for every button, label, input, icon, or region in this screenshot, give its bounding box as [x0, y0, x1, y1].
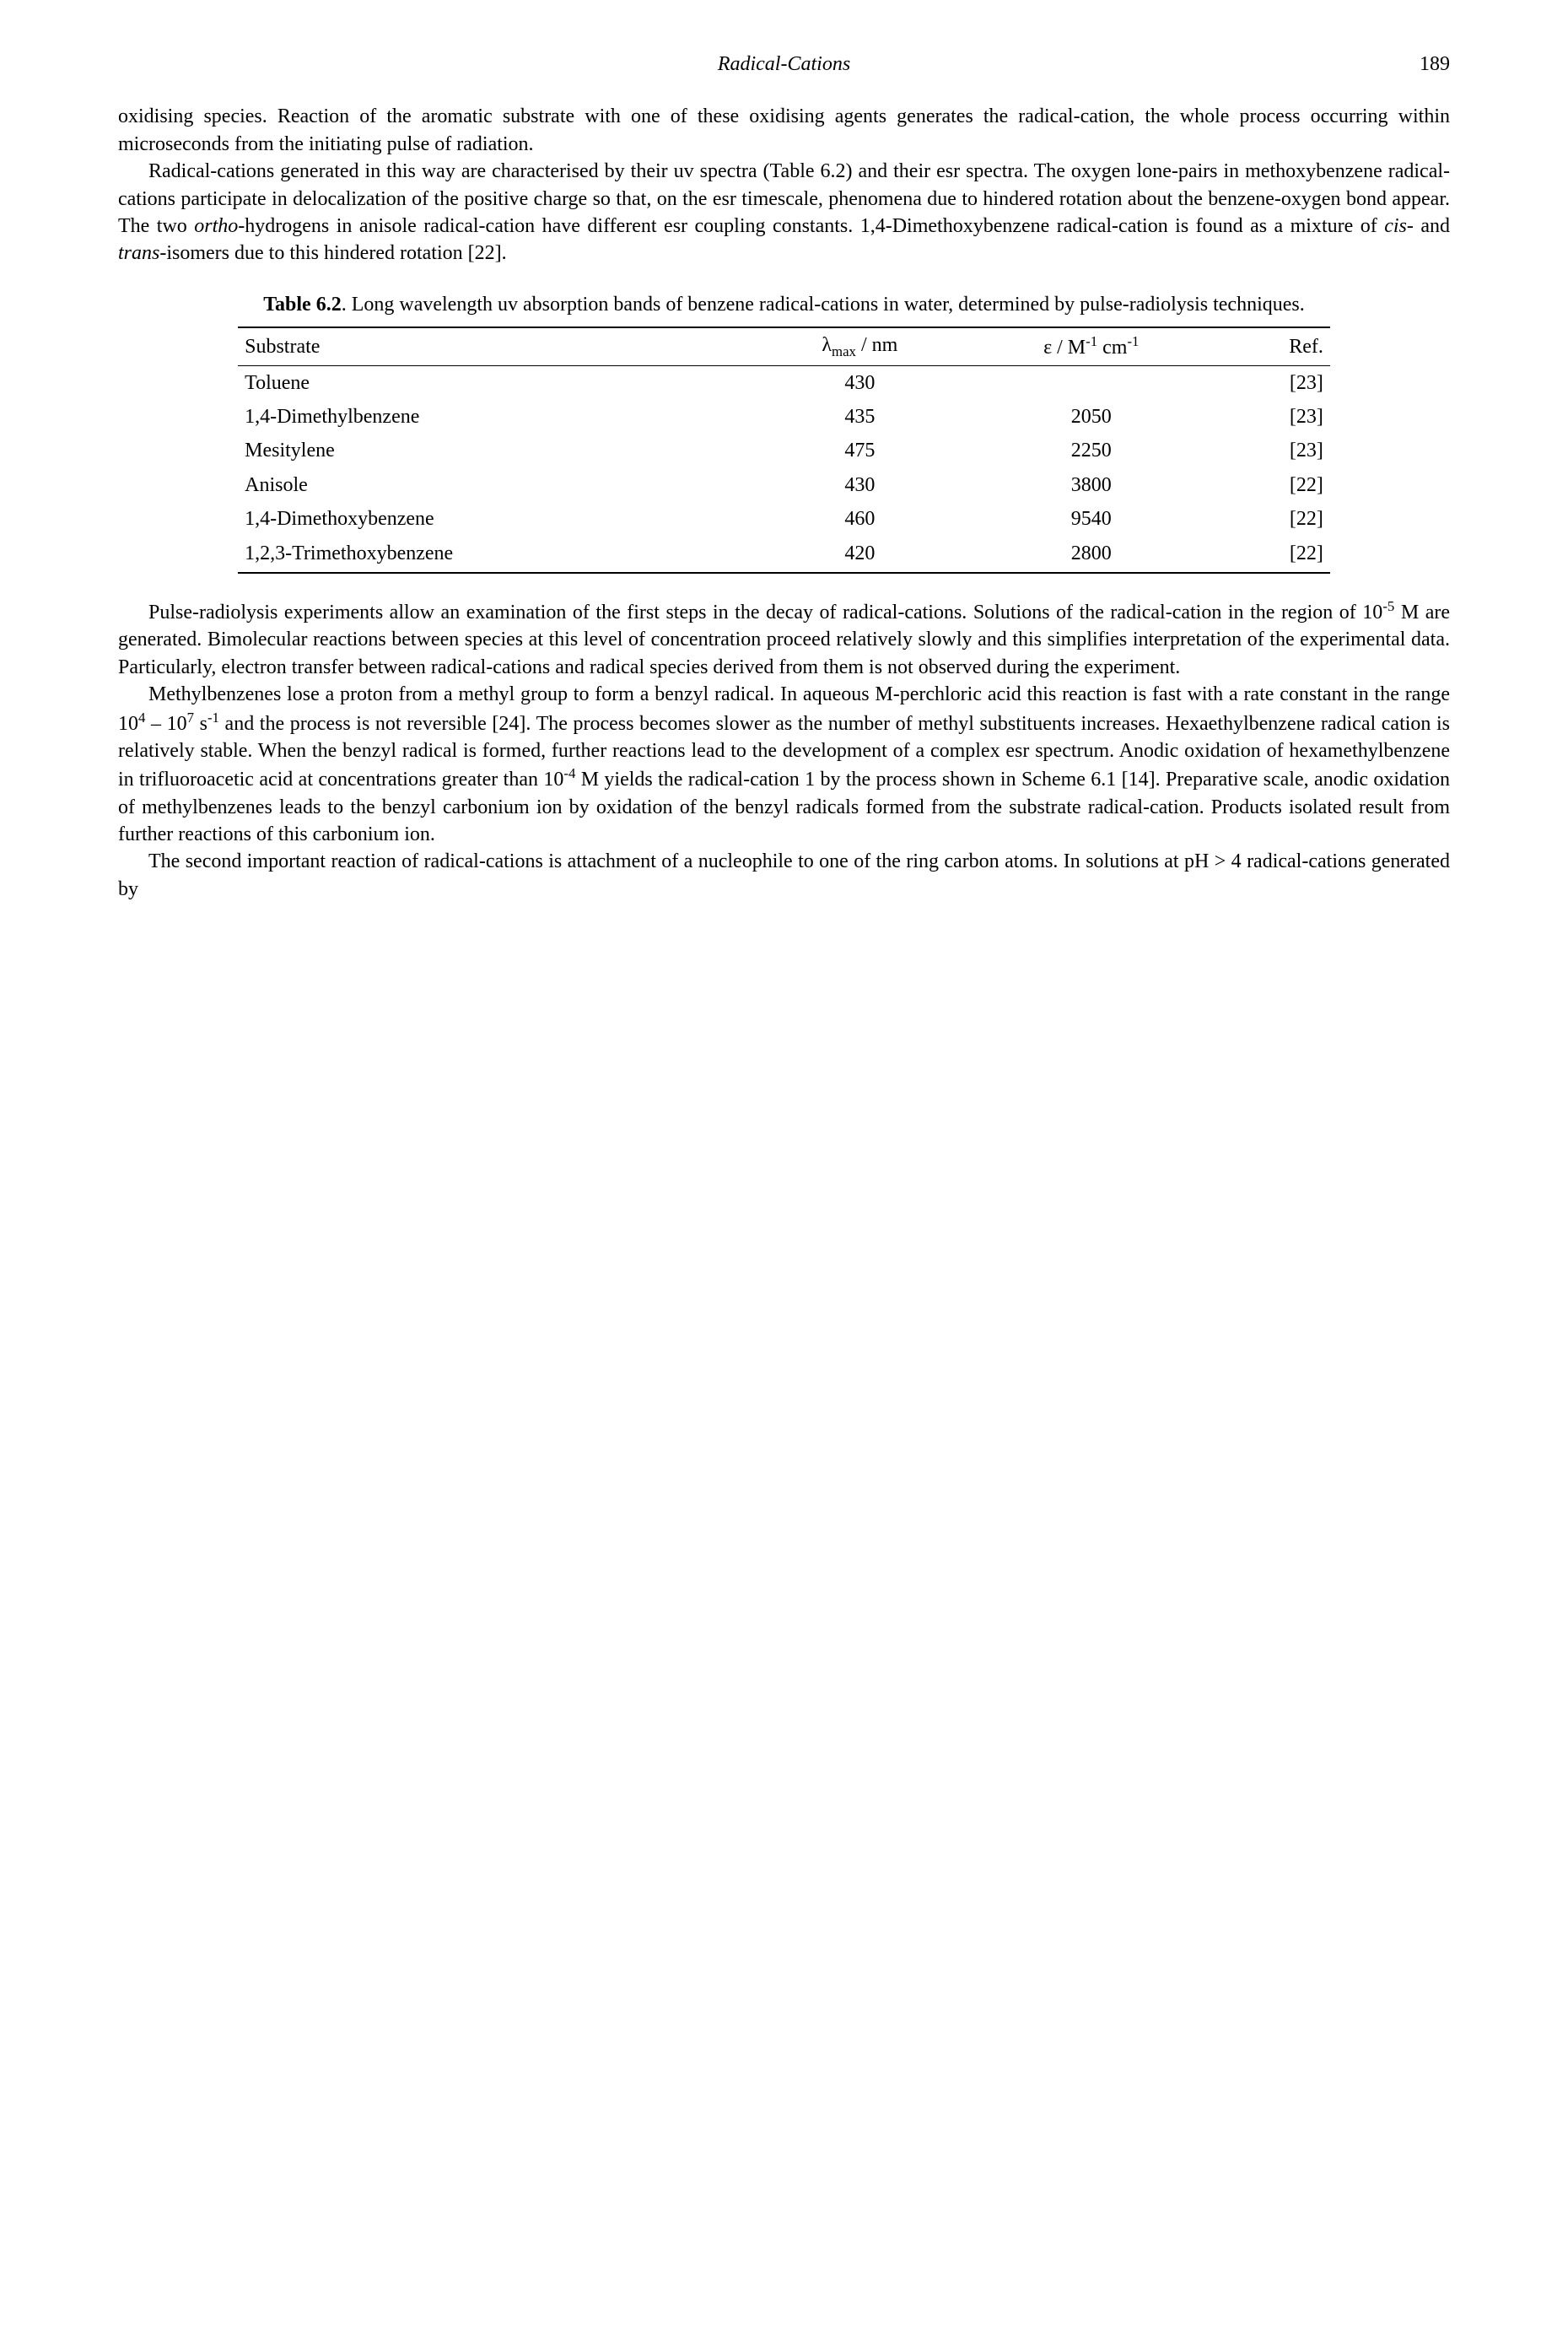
p4-text-b: – 10 [145, 713, 186, 735]
cell-lambda: 430 [756, 468, 964, 502]
cell-ref: [23] [1219, 365, 1330, 400]
table-row: Mesitylene 475 2250 [23] [238, 434, 1330, 467]
lambda-post: / nm [856, 334, 897, 356]
p2-text-c: - and [1407, 215, 1450, 237]
page-number: 189 [1399, 51, 1450, 78]
cell-eps: 2800 [964, 537, 1219, 573]
table-row: Toluene 430 [23] [238, 365, 1330, 400]
cell-eps: 9540 [964, 502, 1219, 536]
cell-substrate: Mesitylene [238, 434, 756, 467]
cell-lambda: 420 [756, 537, 964, 573]
p4-exp4: -4 [563, 765, 575, 781]
eps-sup2: -1 [1127, 333, 1139, 349]
running-title: Radical-Cations [169, 51, 1399, 78]
p4-text-c: s [194, 713, 207, 735]
p4-exp3: -1 [207, 710, 219, 726]
paragraph-5: The second important reaction of radical… [118, 848, 1450, 903]
cell-eps: 3800 [964, 468, 1219, 502]
cell-substrate: Toluene [238, 365, 756, 400]
p2-cis: cis [1384, 215, 1407, 237]
p2-text-d: -isomers due to this hindered rotation [… [159, 242, 506, 264]
cell-eps: 2050 [964, 400, 1219, 434]
p2-ortho: ortho [194, 215, 238, 237]
table-row: Anisole 430 3800 [22] [238, 468, 1330, 502]
cell-eps [964, 365, 1219, 400]
cell-lambda: 435 [756, 400, 964, 434]
cell-lambda: 460 [756, 502, 964, 536]
eps-sup1: -1 [1086, 333, 1097, 349]
cell-eps: 2250 [964, 434, 1219, 467]
cell-ref: [23] [1219, 434, 1330, 467]
table-caption-text: . Long wavelength uv absorption bands of… [342, 294, 1305, 316]
p3-exp1: -5 [1382, 598, 1394, 614]
col-substrate: Substrate [238, 327, 756, 365]
cell-substrate: 1,4-Dimethylbenzene [238, 400, 756, 434]
cell-substrate: 1,2,3-Trimethoxybenzene [238, 537, 756, 573]
cell-lambda: 475 [756, 434, 964, 467]
page-header: Radical-Cations 189 [118, 51, 1450, 78]
cell-ref: [22] [1219, 502, 1330, 536]
paragraph-1: oxidising species. Reaction of the aroma… [118, 103, 1450, 158]
cell-substrate: Anisole [238, 468, 756, 502]
eps-mid: cm [1097, 337, 1127, 359]
table-row: 1,4-Dimethoxybenzene 460 9540 [22] [238, 502, 1330, 536]
p2-trans: trans [118, 242, 159, 264]
cell-lambda: 430 [756, 365, 964, 400]
cell-ref: [23] [1219, 400, 1330, 434]
paragraph-3: Pulse-radiolysis experiments allow an ex… [118, 597, 1450, 681]
eps-pre: ε / M [1043, 337, 1086, 359]
p4-exp2: 7 [187, 710, 194, 726]
cell-ref: [22] [1219, 468, 1330, 502]
cell-ref: [22] [1219, 537, 1330, 573]
col-epsilon: ε / M-1 cm-1 [964, 327, 1219, 365]
p3-text-a: Pulse-radiolysis experiments allow an ex… [148, 602, 1382, 623]
table-6-2: Substrate λmax / nm ε / M-1 cm-1 Ref. To… [238, 327, 1330, 574]
table-caption: Table 6.2. Long wavelength uv absorption… [185, 291, 1383, 318]
paragraph-2: Radical-cations generated in this way ar… [118, 158, 1450, 267]
cell-substrate: 1,4-Dimethoxybenzene [238, 502, 756, 536]
table-row: 1,4-Dimethylbenzene 435 2050 [23] [238, 400, 1330, 434]
lambda-pre: λ [822, 334, 832, 356]
lambda-sub: max [832, 343, 856, 359]
col-ref: Ref. [1219, 327, 1330, 365]
table-row: 1,2,3-Trimethoxybenzene 420 2800 [22] [238, 537, 1330, 573]
table-caption-label: Table 6.2 [263, 294, 341, 316]
table-header-row: Substrate λmax / nm ε / M-1 cm-1 Ref. [238, 327, 1330, 365]
p2-text-b: -hydrogens in anisole radical-cation hav… [238, 215, 1384, 237]
paragraph-4: Methylbenzenes lose a proton from a meth… [118, 681, 1450, 848]
col-lambda: λmax / nm [756, 327, 964, 365]
